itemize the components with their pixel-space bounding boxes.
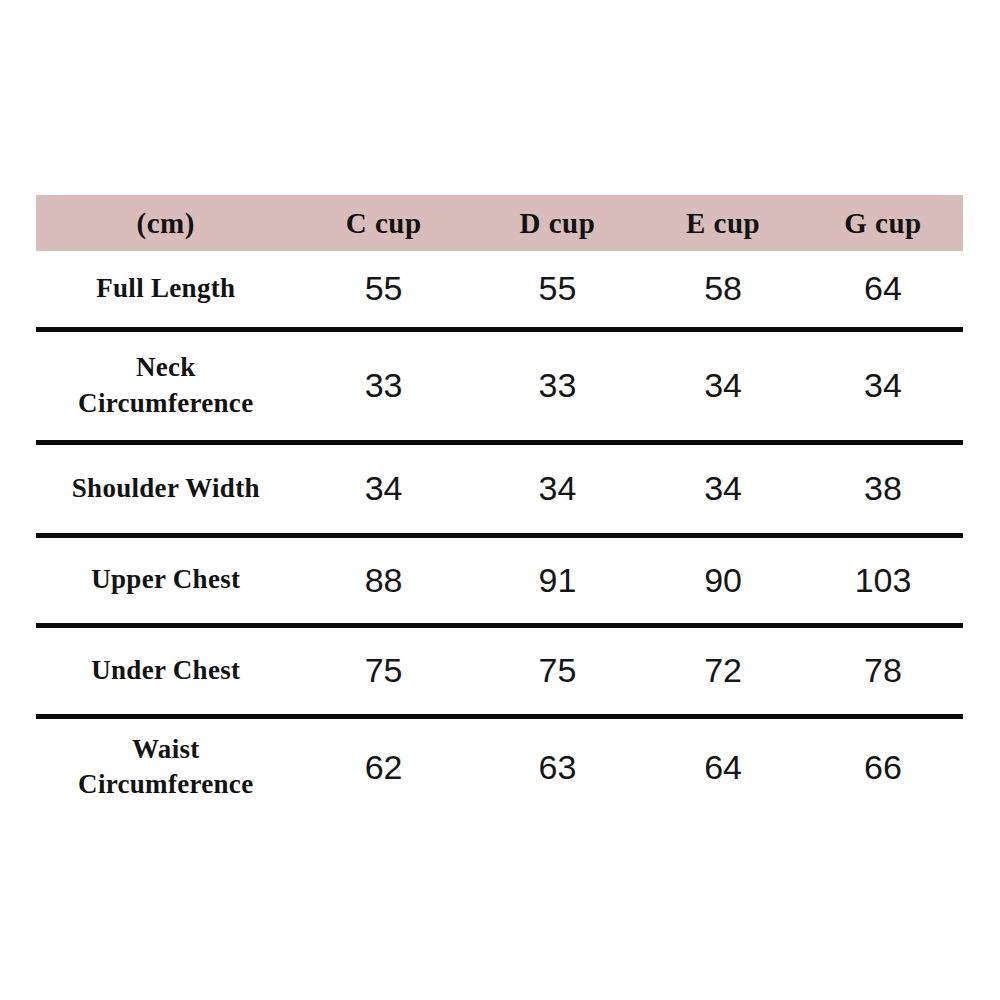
header-cell-c-cup: C cup [296, 195, 472, 251]
value-cell: 90 [643, 535, 803, 625]
row-label: Waist Circumference [36, 716, 296, 816]
value-cell: 55 [296, 251, 472, 329]
value-cell: 63 [472, 716, 643, 816]
value-cell: 33 [296, 329, 472, 442]
header-cell-g-cup: G cup [803, 195, 963, 251]
value-cell: 62 [296, 716, 472, 816]
value-cell: 34 [803, 329, 963, 442]
value-cell: 38 [803, 442, 963, 535]
value-cell: 72 [643, 625, 803, 716]
value-cell: 64 [803, 251, 963, 329]
header-cell-unit: (cm) [36, 195, 296, 251]
size-chart-page: (cm) C cup D cup E cup G cup Full Length… [0, 0, 1000, 1000]
row-label: Neck Circumference [36, 329, 296, 442]
value-cell: 34 [643, 442, 803, 535]
row-label: Shoulder Width [36, 442, 296, 535]
value-cell: 66 [803, 716, 963, 816]
header-cell-d-cup: D cup [472, 195, 643, 251]
table-row-neck-circumference: Neck Circumference 33 33 34 34 [36, 329, 963, 442]
size-chart-table: (cm) C cup D cup E cup G cup Full Length… [36, 195, 963, 816]
table-row-under-chest: Under Chest 75 75 72 78 [36, 625, 963, 716]
value-cell: 64 [643, 716, 803, 816]
table-row-upper-chest: Upper Chest 88 91 90 103 [36, 535, 963, 625]
value-cell: 103 [803, 535, 963, 625]
header-cell-e-cup: E cup [643, 195, 803, 251]
value-cell: 75 [296, 625, 472, 716]
value-cell: 34 [643, 329, 803, 442]
value-cell: 55 [472, 251, 643, 329]
value-cell: 58 [643, 251, 803, 329]
row-label: Full Length [36, 251, 296, 329]
row-label: Under Chest [36, 625, 296, 716]
table-row-full-length: Full Length 55 55 58 64 [36, 251, 963, 329]
value-cell: 34 [296, 442, 472, 535]
value-cell: 33 [472, 329, 643, 442]
header-row: (cm) C cup D cup E cup G cup [36, 195, 963, 251]
table-row-waist-circumference: Waist Circumference 62 63 64 66 [36, 716, 963, 816]
value-cell: 88 [296, 535, 472, 625]
value-cell: 75 [472, 625, 643, 716]
value-cell: 78 [803, 625, 963, 716]
table-row-shoulder-width: Shoulder Width 34 34 34 38 [36, 442, 963, 535]
row-label: Upper Chest [36, 535, 296, 625]
value-cell: 91 [472, 535, 643, 625]
value-cell: 34 [472, 442, 643, 535]
